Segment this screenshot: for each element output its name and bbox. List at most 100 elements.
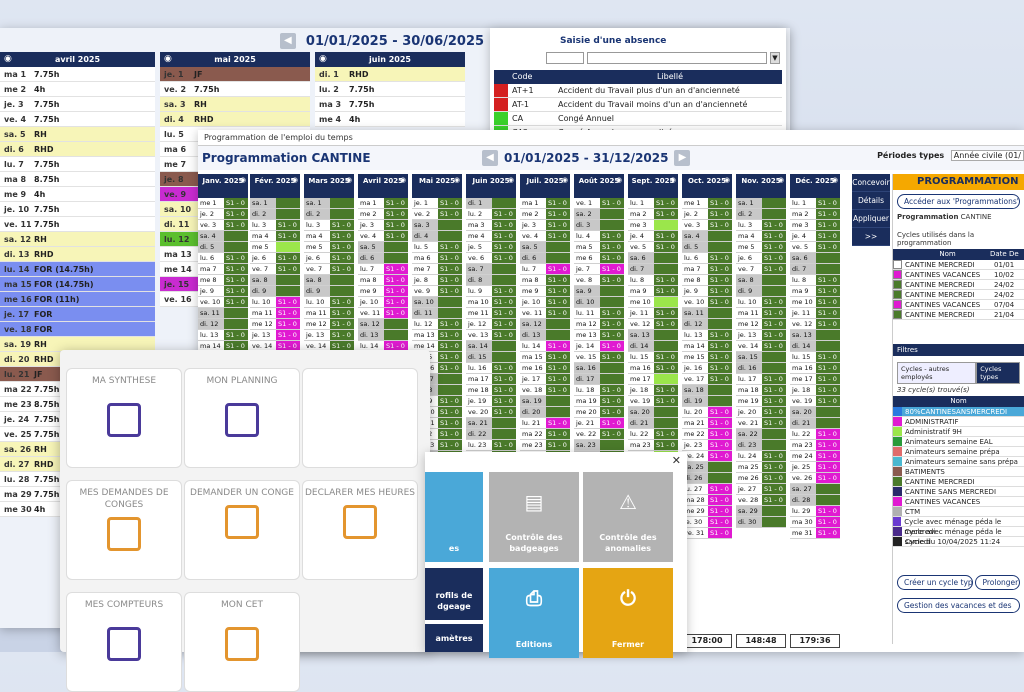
day-cell[interactable]: ve. 8 S1 - 0 xyxy=(574,275,624,286)
day-cell[interactable]: je. 3 S1 - 0 xyxy=(358,220,408,231)
day-cell[interactable]: ve. 20 S1 - 0 xyxy=(466,407,516,418)
day-cell[interactable]: ma 8 S1 - 0 xyxy=(358,275,408,286)
day-cell[interactable]: sa. 6 xyxy=(790,253,840,264)
tile-partial[interactable]: es xyxy=(425,472,483,562)
day-cell[interactable]: di. 9 xyxy=(736,286,786,297)
day-row[interactable]: je. 17 FOR xyxy=(0,307,155,322)
day-cell[interactable]: lu. 3 S1 - 0 xyxy=(304,220,354,231)
day-cell[interactable]: je. 6 S1 - 0 xyxy=(304,253,354,264)
day-cell[interactable]: me 13 S1 - 0 xyxy=(574,330,624,341)
day-cell[interactable]: je. 13 S1 - 0 xyxy=(736,330,786,341)
day-cell[interactable]: ma 1 S1 - 0 xyxy=(520,198,570,209)
day-cell[interactable]: ve. 19 S1 - 0 xyxy=(790,396,840,407)
day-cell[interactable]: sa. 20 xyxy=(628,407,678,418)
day-cell[interactable]: je. 21 S1 - 0 xyxy=(574,418,624,429)
cycle-type-row[interactable]: Administratif 9H xyxy=(893,427,1024,437)
day-cell[interactable]: di. 16 xyxy=(736,363,786,374)
day-cell[interactable]: ve. 11 S1 - 0 xyxy=(358,308,408,319)
day-cell[interactable]: lu. 11 S1 - 0 xyxy=(574,308,624,319)
day-cell[interactable]: ve. 1 S1 - 0 xyxy=(574,198,624,209)
day-cell[interactable]: di. 26 xyxy=(682,473,732,484)
day-cell[interactable]: me 24 S1 - 0 xyxy=(790,451,840,462)
day-cell[interactable]: di. 9 xyxy=(304,286,354,297)
cycle-type-row[interactable]: 80%CANTINESANSMERCREDI xyxy=(893,407,1024,417)
anomalies-control-tile[interactable]: ⚠ Contrôle des anomalies xyxy=(583,472,673,562)
day-cell[interactable]: me 7 S1 - 0 xyxy=(412,264,462,275)
day-cell[interactable]: sa. 1 xyxy=(250,198,300,209)
day-cell[interactable]: lu. 6 S1 - 0 xyxy=(198,253,248,264)
day-cell[interactable]: je. 11 S1 - 0 xyxy=(628,308,678,319)
day-cell[interactable]: di. 14 xyxy=(790,341,840,352)
day-cell[interactable]: sa. 8 xyxy=(736,275,786,286)
parameters-tile[interactable]: amètres xyxy=(425,624,483,652)
eye-icon[interactable]: ◉ xyxy=(777,176,784,184)
day-cell[interactable]: me 2 S1 - 0 xyxy=(520,209,570,220)
day-row[interactable]: je. 1 JF xyxy=(160,67,310,82)
day-cell[interactable]: je. 9 S1 - 0 xyxy=(198,286,248,297)
day-cell[interactable]: sa. 16 xyxy=(574,363,624,374)
day-cell[interactable]: me 1 S1 - 0 xyxy=(198,198,248,209)
day-cell[interactable]: di. 21 xyxy=(628,418,678,429)
day-cell[interactable]: je. 6 S1 - 0 xyxy=(250,253,300,264)
prog-prev-button[interactable]: ◀ xyxy=(482,150,498,166)
day-cell[interactable]: ma 23 S1 - 0 xyxy=(628,440,678,451)
day-cell[interactable]: ve. 19 S1 - 0 xyxy=(628,396,678,407)
day-row[interactable]: ma 3 7.75h xyxy=(315,97,465,112)
day-cell[interactable]: ma 6 S1 - 0 xyxy=(412,253,462,264)
day-cell[interactable]: lu. 9 S1 - 0 xyxy=(466,286,516,297)
day-cell[interactable]: je. 5 S1 - 0 xyxy=(466,242,516,253)
day-cell[interactable]: di. 12 xyxy=(198,319,248,330)
day-cell[interactable]: sa. 11 xyxy=(198,308,248,319)
day-cell[interactable]: lu. 15 S1 - 0 xyxy=(628,352,678,363)
day-cell[interactable]: sa. 21 xyxy=(466,418,516,429)
day-cell[interactable]: ma 16 S1 - 0 xyxy=(790,363,840,374)
day-cell[interactable]: me 14 S1 - 0 xyxy=(412,341,462,352)
day-cell[interactable]: sa. 10 xyxy=(412,297,462,308)
cycle-used-row[interactable]: CANTINES VACANCES 07/04 xyxy=(893,300,1024,310)
apply-button[interactable]: Appliquer xyxy=(852,210,890,228)
cycle-type-row[interactable]: CANTINES VACANCES xyxy=(893,497,1024,507)
day-cell[interactable]: je. 11 S1 - 0 xyxy=(790,308,840,319)
editions-tile[interactable]: ⎙ Editions xyxy=(489,568,579,658)
day-row[interactable]: me 4 4h xyxy=(315,112,465,127)
day-cell[interactable]: je. 14 S1 - 0 xyxy=(574,341,624,352)
cycle-type-row[interactable]: Cycle avec ménage péda le mercredi xyxy=(893,517,1024,536)
day-row[interactable]: ve. 4 7.75h xyxy=(0,112,155,127)
day-cell[interactable]: sa. 12 xyxy=(520,319,570,330)
badge-control-tile[interactable]: ▤ Contrôle des badgeages xyxy=(489,472,579,562)
day-cell[interactable]: ve. 15 S1 - 0 xyxy=(574,352,624,363)
eye-icon[interactable]: ◉ xyxy=(507,176,514,184)
declare-hours-tile[interactable]: DECLARER MES HEURES xyxy=(302,480,418,580)
day-cell[interactable]: ma 4 S1 - 0 xyxy=(250,231,300,242)
day-cell[interactable]: ve. 12 S1 - 0 xyxy=(790,319,840,330)
eye-icon[interactable]: ◉ xyxy=(399,176,406,184)
day-cell[interactable]: ma 7 S1 - 0 xyxy=(198,264,248,275)
day-cell[interactable]: lu. 6 S1 - 0 xyxy=(682,253,732,264)
day-cell[interactable]: me 12 S1 - 0 xyxy=(250,319,300,330)
day-cell[interactable]: di. 30 xyxy=(736,517,786,528)
day-cell[interactable]: sa. 27 xyxy=(790,484,840,495)
day-cell[interactable]: lu. 7 S1 - 0 xyxy=(358,264,408,275)
day-cell[interactable]: sa. 4 xyxy=(198,231,248,242)
eye-icon[interactable]: ◉ xyxy=(4,54,12,64)
day-cell[interactable]: je. 18 S1 - 0 xyxy=(790,385,840,396)
my-synthesis-tile[interactable]: MA SYNTHESE xyxy=(66,368,182,468)
day-cell[interactable]: je. 4 S1 - 0 xyxy=(790,231,840,242)
day-cell[interactable]: ve. 10 S1 - 0 xyxy=(198,297,248,308)
day-cell[interactable]: di. 19 xyxy=(682,396,732,407)
dropdown-icon[interactable]: ▼ xyxy=(770,52,780,64)
day-cell[interactable]: me 4 S1 - 0 xyxy=(466,231,516,242)
cycle-type-row[interactable]: Animateurs semaine prépa xyxy=(893,447,1024,457)
day-cell[interactable]: me 5 xyxy=(250,242,300,253)
